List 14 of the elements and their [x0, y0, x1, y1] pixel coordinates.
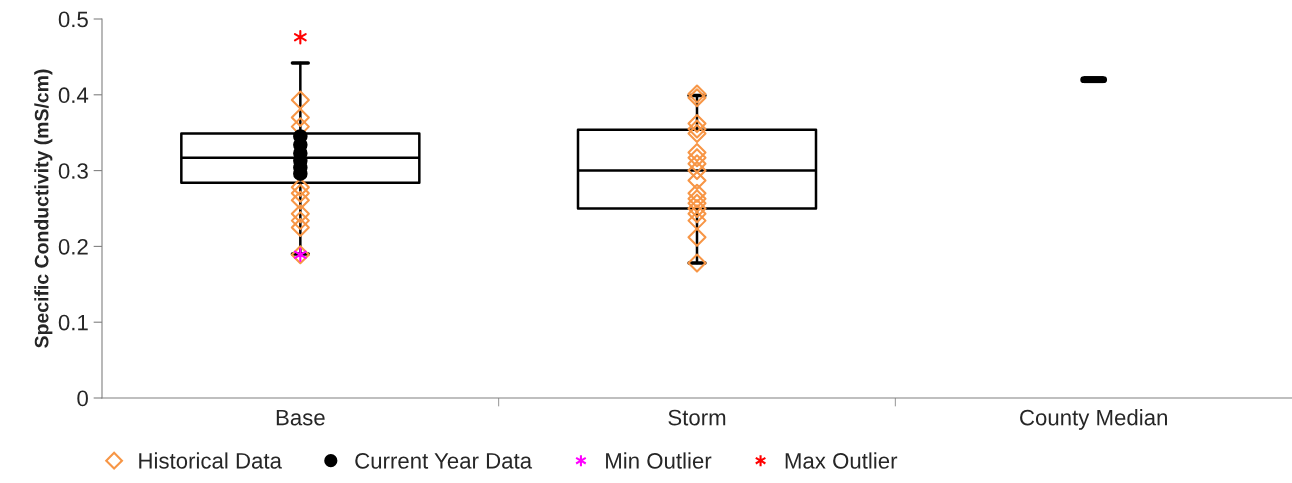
- y-tick-label: 0.5: [58, 11, 88, 28]
- legend-label: Max Outlier: [785, 452, 898, 469]
- y-tick-label: 0.4: [58, 87, 89, 104]
- legend-label: Historical Data: [139, 452, 282, 469]
- x-tick-label: Storm: [668, 409, 726, 426]
- x-tick-label: County Median: [1020, 409, 1167, 430]
- legend-label: Current Year Data: [355, 452, 533, 469]
- x-tick-label: Base: [276, 409, 325, 426]
- legend-label: Min Outlier: [606, 452, 712, 469]
- y-tick-label: 0.3: [58, 163, 88, 179]
- y-tick-label: 0: [77, 390, 88, 407]
- y-tick-label: 0.2: [58, 238, 88, 255]
- y-axis-title: Specific Conductivity (mS/cm): [34, 69, 53, 348]
- y-tick-label: 0.1: [58, 314, 88, 331]
